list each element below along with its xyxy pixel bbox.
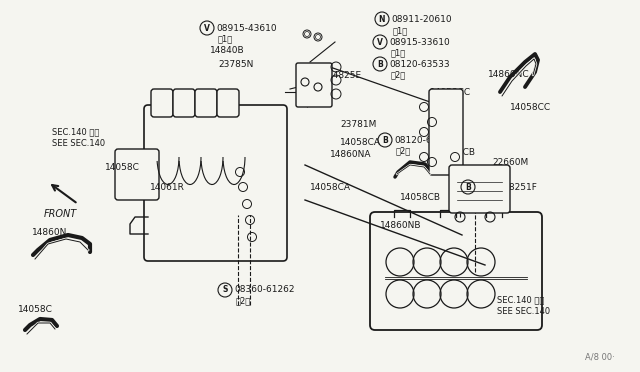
Text: B: B [382,135,388,144]
Text: SEE SEC.140: SEE SEC.140 [52,138,105,148]
Text: 14860N: 14860N [32,228,67,237]
Text: 08915-43610: 08915-43610 [216,23,276,32]
Text: 14840B: 14840B [210,45,244,55]
Text: 23785N: 23785N [218,60,253,68]
Text: （1）: （1） [393,26,408,35]
Text: 14825E: 14825E [328,71,362,80]
FancyBboxPatch shape [217,89,239,117]
Text: S: S [222,285,228,295]
Text: （2）: （2） [479,193,494,202]
Text: SEE SEC.140: SEE SEC.140 [497,307,550,315]
Text: N: N [379,15,385,23]
Text: 14058C: 14058C [18,305,53,314]
Text: 14058CC: 14058CC [430,87,471,96]
Text: SEC.140 参照: SEC.140 参照 [52,128,99,137]
Text: A/8 00·: A/8 00· [585,353,615,362]
FancyBboxPatch shape [151,89,173,117]
Text: 22662: 22662 [475,205,504,214]
Text: （2）: （2） [391,71,406,80]
FancyBboxPatch shape [429,89,463,175]
Text: 14860NA: 14860NA [330,150,371,158]
Text: 08120-61633: 08120-61633 [394,135,454,144]
FancyBboxPatch shape [296,63,332,107]
Text: （2）: （2） [396,147,412,155]
Text: 08911-20610: 08911-20610 [391,15,452,23]
Text: 14860NC: 14860NC [488,70,530,78]
Text: 14058CA: 14058CA [340,138,381,147]
Text: 14058CB: 14058CB [435,148,476,157]
Text: B: B [377,60,383,68]
FancyBboxPatch shape [115,149,159,200]
Text: 14058CC: 14058CC [510,103,551,112]
Text: V: V [204,23,210,32]
Text: 08120-63533: 08120-63533 [389,60,450,68]
Text: 08120-8251F: 08120-8251F [477,183,537,192]
FancyBboxPatch shape [449,165,510,213]
Text: SEC.140 参照: SEC.140 参照 [497,295,545,305]
Text: 14058C: 14058C [105,163,140,171]
Text: 22660M: 22660M [492,157,528,167]
Text: 14058CB: 14058CB [400,192,441,202]
FancyBboxPatch shape [195,89,217,117]
FancyBboxPatch shape [173,89,195,117]
Text: 08360-61262: 08360-61262 [234,285,294,295]
Text: 08915-33610: 08915-33610 [389,38,450,46]
Text: （1）: （1） [391,48,406,58]
Text: 14061R: 14061R [150,183,185,192]
Text: FRONT: FRONT [44,209,77,219]
FancyBboxPatch shape [144,105,287,261]
Text: 23781M: 23781M [340,119,376,128]
Text: V: V [377,38,383,46]
Text: B: B [465,183,471,192]
Text: 14860NB: 14860NB [380,221,422,230]
Text: （1）: （1） [218,35,233,44]
Text: 14058CA: 14058CA [310,183,351,192]
Text: （2）: （2） [236,296,252,305]
FancyBboxPatch shape [370,212,542,330]
